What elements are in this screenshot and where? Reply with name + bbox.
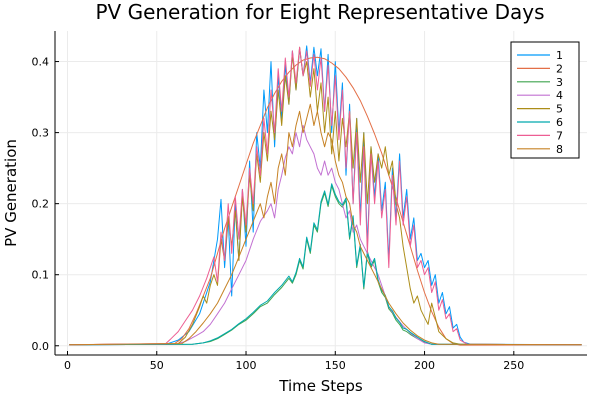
- legend-label-7: 7: [556, 129, 563, 142]
- series-line-8: [69, 103, 582, 346]
- legend-label-6: 6: [556, 116, 563, 129]
- legend-label-2: 2: [556, 62, 563, 75]
- y-tick-label: 0.0: [32, 340, 50, 353]
- x-tick-label: 150: [325, 359, 346, 372]
- legend-label-8: 8: [556, 143, 563, 156]
- x-tick-label: 50: [150, 359, 164, 372]
- y-tick-label: 0.1: [32, 269, 50, 282]
- series-layer: [69, 45, 582, 346]
- legend-label-5: 5: [556, 103, 563, 116]
- x-tick-label: 100: [236, 359, 257, 372]
- y-tick-label: 0.2: [32, 198, 50, 211]
- legend-label-1: 1: [556, 49, 563, 62]
- x-axis-label: Time Steps: [278, 377, 363, 395]
- legend-label-4: 4: [556, 89, 563, 102]
- x-tick-label: 250: [503, 359, 524, 372]
- x-tick-label: 200: [414, 359, 435, 372]
- series-line-7: [69, 46, 582, 346]
- x-ticks: 0 50 100 150 200 250: [64, 351, 524, 372]
- legend-label-3: 3: [556, 76, 563, 89]
- y-ticks: 0.0 0.1 0.2 0.3 0.4: [32, 56, 59, 353]
- legend-box: [510, 41, 580, 159]
- series-line-4: [69, 125, 582, 346]
- series-line-2: [69, 56, 582, 346]
- y-tick-label: 0.4: [32, 56, 50, 69]
- x-tick-label: 0: [64, 359, 71, 372]
- y-tick-label: 0.3: [32, 127, 50, 140]
- chart-title: PV Generation for Eight Representative D…: [95, 0, 544, 24]
- axes: [54, 31, 587, 356]
- y-axis-label: PV Generation: [2, 139, 20, 247]
- series-line-6: [69, 183, 582, 346]
